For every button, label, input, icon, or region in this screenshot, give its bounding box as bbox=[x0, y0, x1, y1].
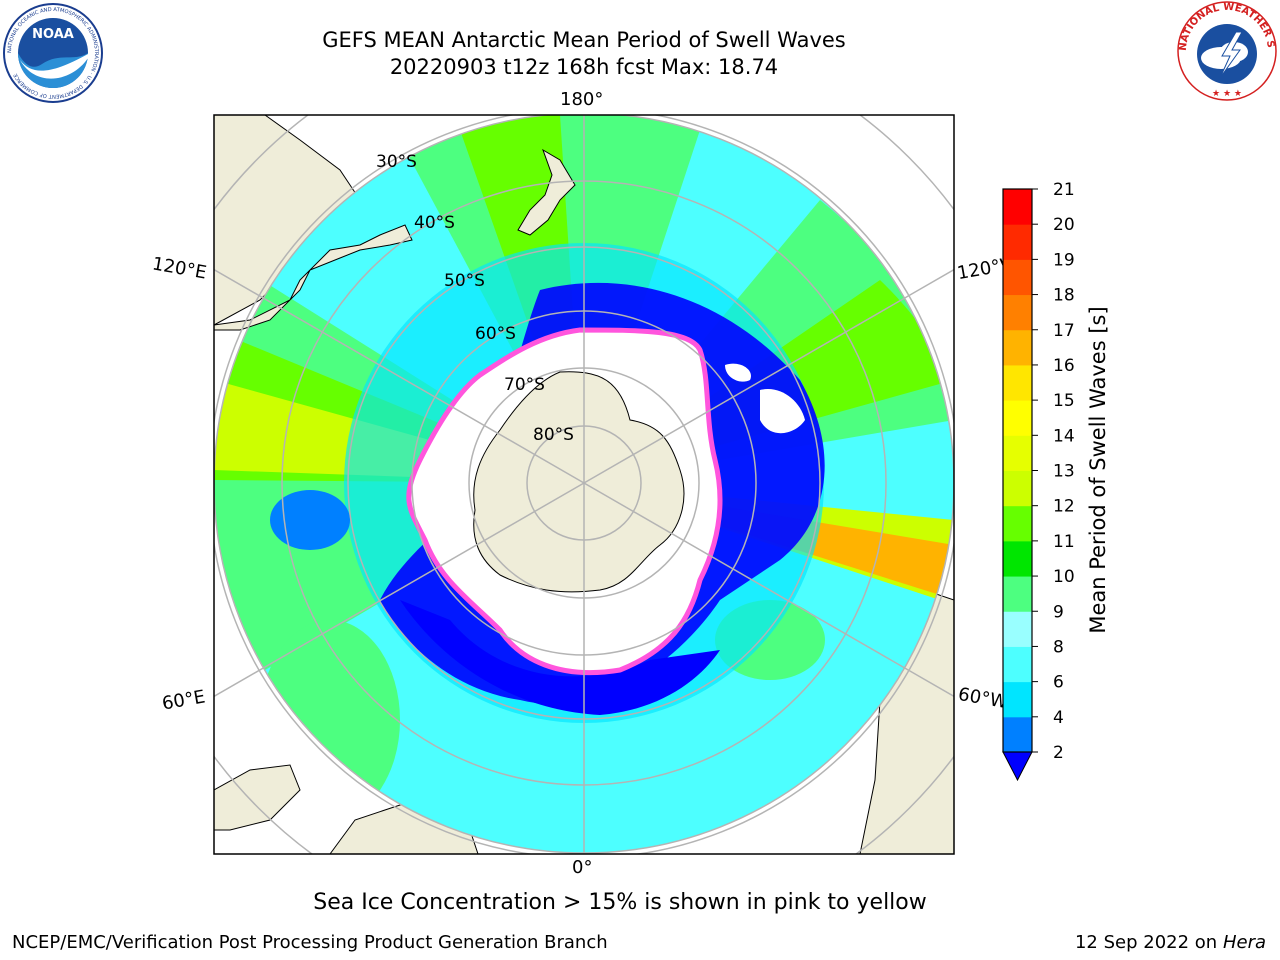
lon-label-60e: 60°E bbox=[160, 686, 207, 715]
colorbar-bin bbox=[1003, 716, 1032, 753]
lat-label-70s: 70°S bbox=[504, 375, 545, 395]
map-frame bbox=[213, 114, 955, 855]
colorbar-tick-label: 4 bbox=[1053, 708, 1064, 728]
colorbar-tick-label: 16 bbox=[1053, 356, 1075, 376]
noaa-logo-text: NOAA bbox=[32, 27, 74, 42]
credit-branch: NCEP/EMC/Verification Post Processing Pr… bbox=[12, 932, 608, 953]
credit-date: 12 Sep 2022 on bbox=[1074, 932, 1218, 953]
colorbar-tick-label: 8 bbox=[1053, 637, 1064, 657]
colorbar-bin bbox=[1003, 329, 1032, 366]
colorbar-bin bbox=[1003, 400, 1032, 436]
colorbar-bin bbox=[1003, 294, 1032, 331]
graticule bbox=[214, 115, 954, 854]
colorbar: 2 4 6 8 9 10 11 12 13 14 15 16 17 18 19 20 21 bbox=[1002, 180, 1075, 782]
credit-date-host: 12 Sep 2022 on Hera bbox=[1075, 932, 1266, 953]
lon-label-0: 0° bbox=[572, 857, 593, 878]
lon-label-120e: 120°E bbox=[150, 253, 209, 284]
colorbar-bin bbox=[1003, 540, 1032, 577]
colorbar-tick-label: 21 bbox=[1053, 180, 1075, 200]
lat-label-40s: 40°S bbox=[414, 213, 455, 233]
colorbar-tick-label: 12 bbox=[1053, 497, 1075, 517]
colorbar-bin bbox=[1003, 681, 1032, 718]
new-zealand-land bbox=[517, 148, 576, 236]
colorbar-tick-label: 19 bbox=[1053, 250, 1075, 270]
colorbar-tick-label: 10 bbox=[1053, 567, 1075, 587]
colorbar-tick-label: 20 bbox=[1053, 215, 1075, 235]
colorbar-tick-label: 9 bbox=[1053, 602, 1064, 622]
colorbar-tick-label: 11 bbox=[1053, 532, 1075, 552]
colorbar-bin bbox=[1003, 435, 1032, 471]
lat-label-50s: 50°S bbox=[444, 271, 485, 291]
noaa-logo-icon: NATIONAL OCEANIC AND ATMOSPHERIC ADMINIS… bbox=[3, 3, 103, 103]
colorbar-bin bbox=[1003, 189, 1032, 225]
colorbar-tick-label: 14 bbox=[1053, 426, 1075, 446]
colorbar-label: Mean Period of Swell Waves [s] bbox=[1086, 306, 1110, 634]
sea-ice-note: Sea Ice Concentration > 15% is shown in … bbox=[313, 890, 927, 915]
colorbar-tick-label: 2 bbox=[1053, 743, 1064, 763]
colorbar-bin bbox=[1003, 470, 1032, 507]
nws-logo-icon: NATIONAL WEATHER SERVICE ★ ★ ★ bbox=[1176, 0, 1277, 101]
lon-label-180: 180° bbox=[560, 89, 604, 110]
polar-map[interactable] bbox=[213, 114, 955, 855]
colorbar-bin bbox=[1003, 224, 1032, 260]
credit-host: Hera bbox=[1222, 932, 1266, 953]
chart-subtitle: 20220903 t12z 168h fcst Max: 18.74 bbox=[389, 55, 779, 79]
lat-label-80s: 80°S bbox=[533, 425, 574, 445]
colorbar-tick-label: 6 bbox=[1053, 673, 1064, 693]
colorbar-bin bbox=[1003, 505, 1032, 542]
colorbar-bin bbox=[1003, 259, 1032, 296]
chart-title: GEFS MEAN Antarctic Mean Period of Swell… bbox=[322, 28, 846, 52]
colorbar-bin bbox=[1003, 611, 1032, 647]
colorbar-bin bbox=[1003, 646, 1032, 683]
colorbar-bin bbox=[1003, 576, 1032, 612]
colorbar-bin bbox=[1003, 364, 1032, 401]
svg-text:★ ★ ★: ★ ★ ★ bbox=[1212, 89, 1242, 99]
lat-label-60s: 60°S bbox=[475, 324, 516, 344]
lat-label-30s: 30°S bbox=[376, 152, 417, 172]
colorbar-tick-label: 17 bbox=[1053, 321, 1075, 341]
colorbar-tick-label: 18 bbox=[1053, 286, 1075, 306]
colorbar-tick-label: 15 bbox=[1053, 391, 1075, 411]
colorbar-tick-label: 13 bbox=[1053, 462, 1075, 482]
